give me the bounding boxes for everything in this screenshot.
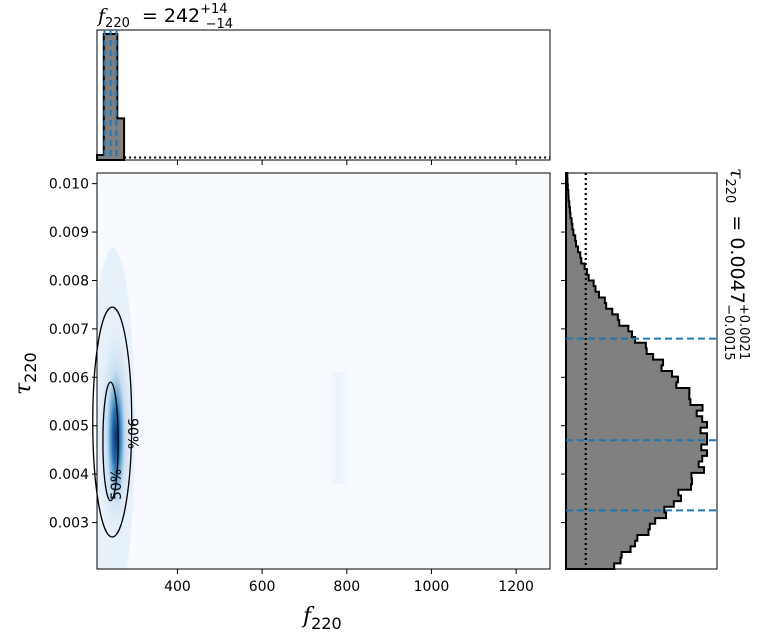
x-tick-label: 1000 <box>414 579 450 595</box>
main-x-ticks: 400 600 800 1000 1200 <box>164 569 534 595</box>
f220-annotation-plus: +14 <box>200 2 227 17</box>
main-density-panel: 50% 90% 400 600 800 1000 1200 0.0030.0040.00… <box>11 172 551 633</box>
faint-density-secondary <box>326 372 350 484</box>
y-tick-label: 0.004 <box>49 467 89 483</box>
y-tick-label: 0.003 <box>49 516 89 532</box>
y-axis-label-symbol: τ <box>11 382 36 395</box>
f220-annotation-value: 242 <box>164 5 200 27</box>
tau220-annotation-symbol: τ <box>726 168 748 179</box>
y-tick-label: 0.008 <box>49 273 89 289</box>
x-tick-label: 400 <box>164 579 191 595</box>
tau220-annotation-sub: 220 <box>722 179 737 204</box>
top-marginal-annotation: f220 = 242+14 −14 <box>96 2 233 32</box>
right-marginal-histogram <box>565 172 717 570</box>
top-marginal-ticks <box>176 160 517 165</box>
contour-50 <box>102 381 119 502</box>
credible-contours <box>92 306 133 538</box>
x-tick-label: 800 <box>333 579 360 595</box>
x-tick-label: 1200 <box>498 579 534 595</box>
density-heatmap <box>97 248 350 569</box>
main-panel-frame <box>96 172 551 570</box>
f220-annotation-minus: −14 <box>206 17 233 32</box>
tau220-annotation-plus: +0.0021 <box>736 304 751 360</box>
x-axis-label: f220 <box>301 604 342 633</box>
top-marginal-frame <box>96 29 551 161</box>
f220-annotation-sub: 220 <box>105 16 130 31</box>
y-tick-label: 0.007 <box>49 322 89 338</box>
x-axis-label-sub: 220 <box>311 614 342 633</box>
y-axis-label-sub: 220 <box>21 352 40 383</box>
f220-annotation-symbol: f <box>96 5 108 27</box>
main-panel-background <box>97 173 550 569</box>
y-tick-label: 0.010 <box>49 177 89 193</box>
tau220-histogram <box>565 172 708 570</box>
right-marginal-panel: τ220 = 0.0047+0.0021−0.0015 <box>561 168 751 570</box>
contour-label-90: 90% <box>124 418 140 449</box>
tau220-annotation-minus: −0.0015 <box>721 304 736 360</box>
main-y-ticks: 0.003 0.004 0.005 0.006 0.007 0.008 0.009 0.010 <box>49 177 97 532</box>
y-tick-label: 0.009 <box>49 225 89 241</box>
y-axis-label: τ220 <box>11 352 40 395</box>
top-marginal-histogram <box>96 30 550 161</box>
contour-label-50: 50% <box>109 469 125 500</box>
tau220-annotation-value: 0.0047 <box>726 237 748 303</box>
y-tick-label: 0.005 <box>49 419 89 435</box>
contour-90 <box>92 306 133 538</box>
density-core <box>107 371 125 503</box>
right-marginal-ticks <box>561 183 566 524</box>
x-tick-label: 600 <box>249 579 276 595</box>
top-marginal-panel: f220 = 242+14 −14 <box>96 2 551 165</box>
y-tick-label: 0.006 <box>49 370 89 386</box>
right-marginal-annotation: τ220 = 0.0047+0.0021−0.0015 <box>721 168 751 361</box>
